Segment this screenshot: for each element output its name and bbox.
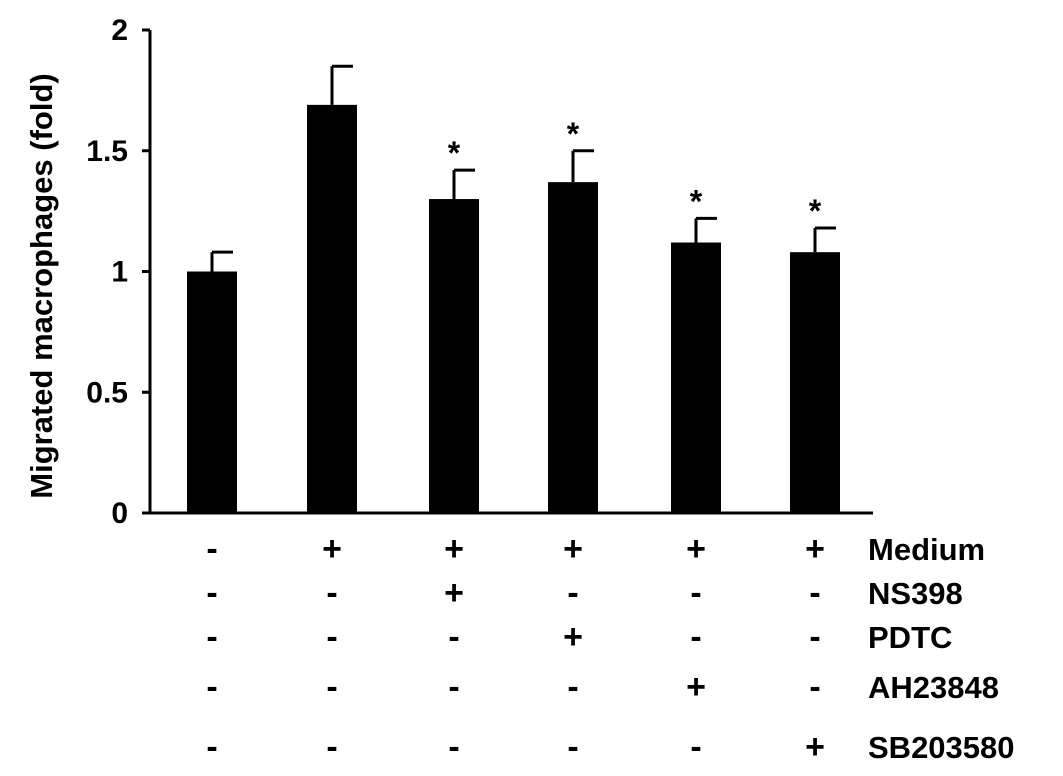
treatment-sign: + xyxy=(805,530,825,568)
treatment-label: PDTC xyxy=(868,620,952,655)
treatment-sign: - xyxy=(690,728,701,766)
treatment-sign: - xyxy=(206,618,217,656)
y-tick-label: 0 xyxy=(111,497,128,530)
significance-star: * xyxy=(567,116,580,152)
y-tick-label: 1.5 xyxy=(86,135,128,168)
significance-star: * xyxy=(809,193,822,229)
y-ticks: 0 0.5 1 1.5 2 xyxy=(86,14,150,530)
treatment-label: Medium xyxy=(868,532,985,567)
treatment-sign: - xyxy=(690,574,701,612)
bar xyxy=(790,252,840,513)
treatment-sign: + xyxy=(563,618,583,656)
treatment-sign: - xyxy=(567,668,578,706)
treatment-sign: - xyxy=(326,618,337,656)
bar xyxy=(548,182,598,513)
treatment-sign: + xyxy=(686,530,706,568)
treatment-sign: + xyxy=(444,530,464,568)
treatment-table: - + + + + + Medium - - + - - - NS398 - - - + - - PDTC - - - - + - A… xyxy=(206,530,1014,766)
y-tick-label: 1 xyxy=(111,256,128,289)
error-bars xyxy=(210,64,836,272)
treatment-sign: + xyxy=(444,574,464,612)
treatment-sign: - xyxy=(809,574,820,612)
treatment-sign: - xyxy=(567,574,578,612)
treatment-sign: + xyxy=(805,728,825,766)
treatment-sign: - xyxy=(206,668,217,706)
bar xyxy=(187,271,237,513)
treatment-label: AH23848 xyxy=(868,670,999,705)
treatment-sign: - xyxy=(326,574,337,612)
treatment-sign: - xyxy=(448,618,459,656)
y-axis-label: Migrated macrophages (fold) xyxy=(24,73,59,498)
y-tick-label: 0.5 xyxy=(86,376,128,409)
bar xyxy=(429,199,479,514)
treatment-sign: - xyxy=(448,728,459,766)
treatment-sign: - xyxy=(448,668,459,706)
treatment-sign: - xyxy=(567,728,578,766)
significance-markers: * * * * xyxy=(448,116,822,229)
treatment-sign: + xyxy=(322,530,342,568)
treatment-sign: - xyxy=(326,728,337,766)
treatment-sign: - xyxy=(206,728,217,766)
y-tick-label: 2 xyxy=(111,14,128,47)
bar xyxy=(671,242,721,513)
treatment-sign: - xyxy=(206,574,217,612)
treatment-sign: - xyxy=(206,530,217,568)
axes xyxy=(148,30,873,515)
treatment-sign: - xyxy=(809,618,820,656)
significance-star: * xyxy=(448,135,461,171)
treatment-label: NS398 xyxy=(868,576,963,611)
treatment-sign: + xyxy=(686,668,706,706)
treatment-sign: - xyxy=(809,668,820,706)
treatment-sign: - xyxy=(326,668,337,706)
significance-star: * xyxy=(690,183,703,219)
bars xyxy=(187,104,840,514)
treatment-sign: - xyxy=(690,618,701,656)
treatment-label: SB203580 xyxy=(868,730,1015,765)
treatment-sign: + xyxy=(563,530,583,568)
bar xyxy=(307,104,357,514)
